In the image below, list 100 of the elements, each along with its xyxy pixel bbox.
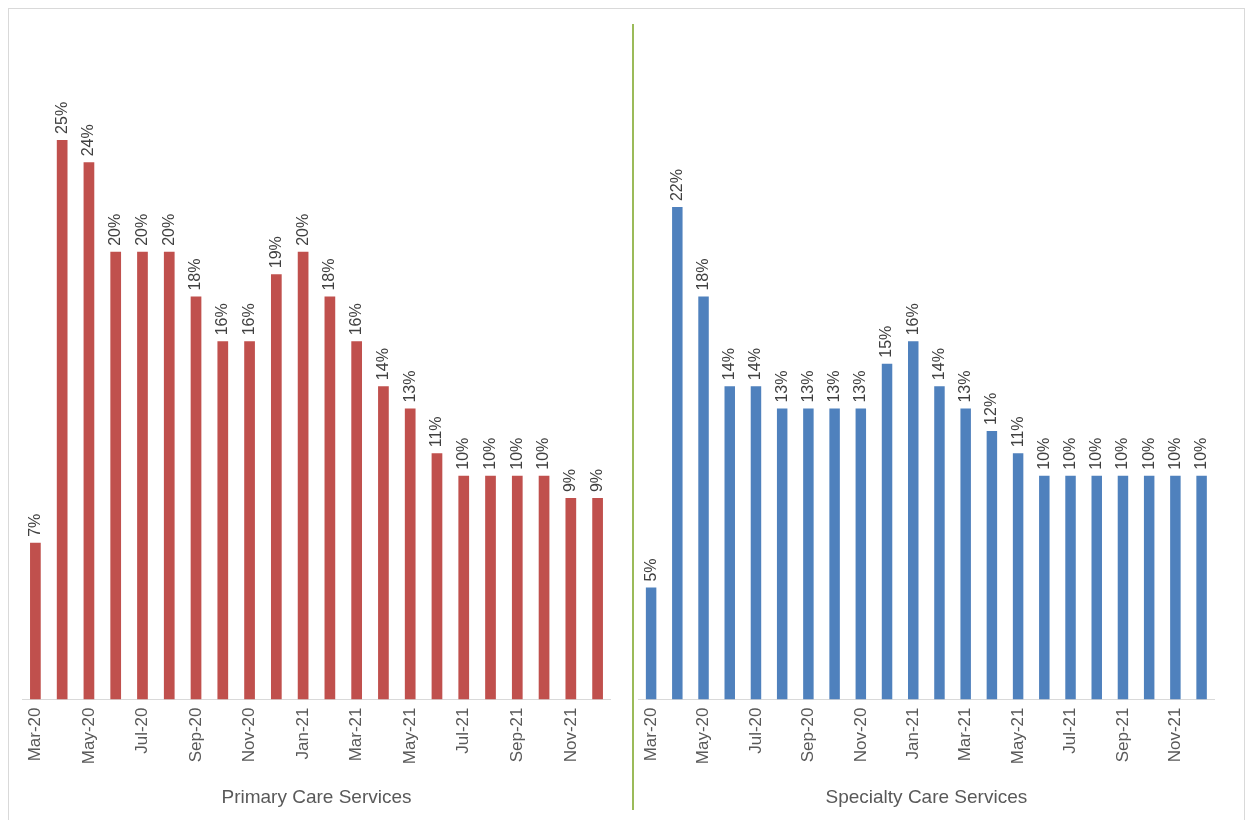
x-tick-label: Mar-21 (346, 707, 366, 762)
data-label: 13% (825, 370, 843, 403)
x-tick-label: Nov-21 (560, 707, 580, 763)
data-label: 10% (534, 437, 552, 470)
x-tick-label: Nov-20 (239, 707, 259, 763)
data-label: 10% (480, 437, 498, 470)
data-label: 10% (1087, 437, 1105, 470)
x-tick-label: Sep-21 (506, 707, 526, 763)
data-label: 18% (186, 258, 204, 291)
bar (829, 408, 840, 700)
x-tick-label: Sep-20 (185, 707, 205, 763)
bar (908, 341, 919, 700)
bar (30, 542, 41, 700)
bar (458, 475, 470, 700)
x-tick-label: Jul-20 (132, 707, 152, 754)
data-label: 11% (427, 416, 445, 448)
data-label: 24% (79, 124, 97, 157)
bar (750, 386, 762, 700)
bar (324, 296, 336, 700)
data-label: 9% (588, 468, 606, 493)
bar (881, 363, 893, 700)
bar (672, 207, 683, 700)
data-label: 20% (106, 213, 124, 246)
data-label: 10% (1034, 437, 1052, 470)
data-label: 10% (1060, 437, 1078, 470)
x-tick-label: Jul-20 (745, 707, 765, 754)
data-label: 20% (132, 213, 150, 246)
x-tick-label: Mar-21 (955, 707, 975, 762)
data-label: 18% (693, 258, 711, 291)
x-axis-title: Specialty Care Services (825, 785, 1028, 807)
bar (297, 251, 309, 700)
data-label: 25% (52, 101, 70, 134)
bar (538, 475, 550, 700)
data-label: 15% (877, 325, 895, 358)
data-label: 14% (373, 348, 391, 381)
x-tick-label: Mar-20 (25, 707, 45, 762)
bar (565, 498, 577, 700)
data-label: 10% (1192, 437, 1210, 470)
data-label: 14% (720, 348, 738, 381)
data-label: 13% (851, 370, 869, 403)
x-tick-label: Mar-20 (640, 707, 660, 762)
data-label: 13% (400, 370, 418, 403)
data-label: 10% (507, 437, 525, 470)
bar (56, 139, 68, 700)
data-label: 9% (561, 468, 579, 493)
data-label: 10% (454, 437, 472, 470)
bar (485, 475, 496, 700)
x-tick-label: May-21 (1007, 707, 1027, 765)
x-tick-label: Jul-21 (453, 707, 473, 754)
data-label: 5% (641, 558, 659, 582)
data-label: 10% (1139, 437, 1157, 470)
bar (1065, 475, 1076, 700)
x-tick-label: Sep-21 (1112, 707, 1132, 763)
bar (1012, 453, 1024, 700)
bar (1143, 475, 1155, 700)
x-tick-label: Jan-21 (902, 707, 922, 760)
bar (378, 386, 389, 700)
x-tick-label: Nov-21 (1165, 707, 1185, 763)
data-label: 16% (903, 303, 921, 336)
bar (960, 408, 971, 700)
bar (803, 408, 814, 700)
x-tick-label: Jul-21 (1060, 707, 1080, 754)
bar (724, 386, 735, 700)
data-label: 22% (667, 169, 685, 202)
data-label: 10% (1113, 437, 1131, 470)
bar (404, 408, 416, 700)
x-axis-title: Primary Care Services (221, 785, 412, 807)
data-label: 16% (239, 303, 257, 336)
data-label: 13% (798, 370, 816, 403)
bar (244, 341, 255, 700)
bar (1170, 475, 1181, 700)
bar (511, 475, 523, 700)
x-tick-label: Nov-20 (850, 707, 870, 763)
data-label: 11% (1008, 416, 1026, 448)
data-label: 13% (772, 370, 790, 403)
x-tick-label: May-21 (399, 707, 419, 765)
bar (190, 296, 202, 700)
x-tick-label: Jan-21 (292, 707, 312, 760)
bar (986, 430, 998, 700)
data-label: 13% (956, 370, 974, 403)
x-tick-label: May-20 (693, 707, 713, 765)
data-label: 16% (213, 303, 231, 336)
bar (698, 296, 709, 700)
bar (645, 587, 657, 700)
bar (163, 251, 175, 700)
bar (592, 498, 603, 700)
bar (431, 453, 443, 700)
bar (351, 341, 363, 700)
bar (83, 162, 95, 700)
bar (776, 408, 788, 700)
bar (137, 251, 148, 700)
x-tick-label: Sep-20 (798, 707, 818, 763)
bar (1117, 475, 1129, 700)
data-label: 20% (293, 213, 311, 246)
data-label: 18% (320, 258, 338, 291)
data-label: 14% (746, 348, 764, 381)
data-label: 16% (347, 303, 365, 336)
bar (110, 251, 122, 700)
data-label: 20% (159, 213, 177, 246)
data-label: 12% (982, 392, 1000, 425)
